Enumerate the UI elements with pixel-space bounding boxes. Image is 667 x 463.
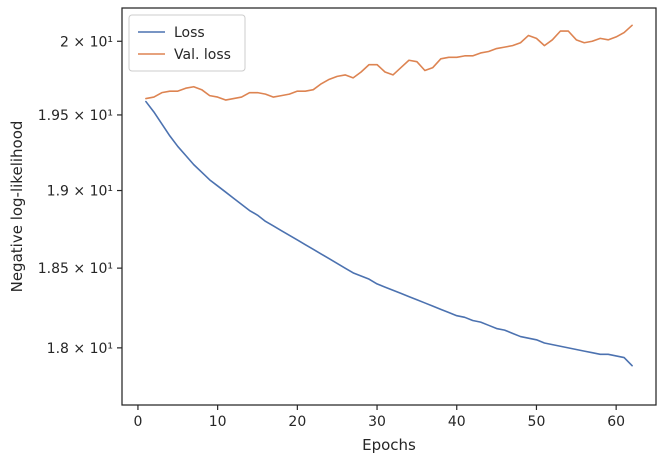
series-line-loss [145, 100, 633, 367]
legend-label: Loss [174, 25, 205, 41]
x-tick-label: 0 [133, 414, 142, 430]
x-axis-label: Epochs [362, 436, 416, 454]
legend-box [128, 14, 246, 72]
x-tick-label: 40 [448, 414, 466, 430]
chart-marks [145, 24, 633, 367]
y-tick-label: 1.9 × 10¹ [47, 184, 113, 200]
x-tick-label: 10 [209, 414, 227, 430]
x-tick-label: 30 [368, 414, 386, 430]
y-tick-label: 1.85 × 10¹ [38, 261, 113, 277]
y-tick-label: 1.95 × 10¹ [38, 108, 113, 124]
x-tick-label: 20 [288, 414, 306, 430]
plot-frame [121, 7, 657, 406]
x-tick-label: 60 [607, 414, 625, 430]
series-line-val-loss [145, 24, 633, 101]
legend-label: Val. loss [174, 47, 231, 63]
x-axis: 0 10 20 30 40 50 60 [133, 405, 625, 430]
y-tick-label: 2 × 10¹ [60, 34, 113, 50]
x-tick-label: 50 [528, 414, 546, 430]
legend: Loss Val. loss [128, 14, 246, 72]
y-axis: 1.8 × 10¹ 1.85 × 10¹ 1.9 × 10¹ 1.95 × 10¹ 2 … [38, 34, 122, 357]
y-tick-label: 1.8 × 10¹ [47, 341, 113, 357]
y-axis-label: Negative log-likelihood [8, 121, 26, 293]
